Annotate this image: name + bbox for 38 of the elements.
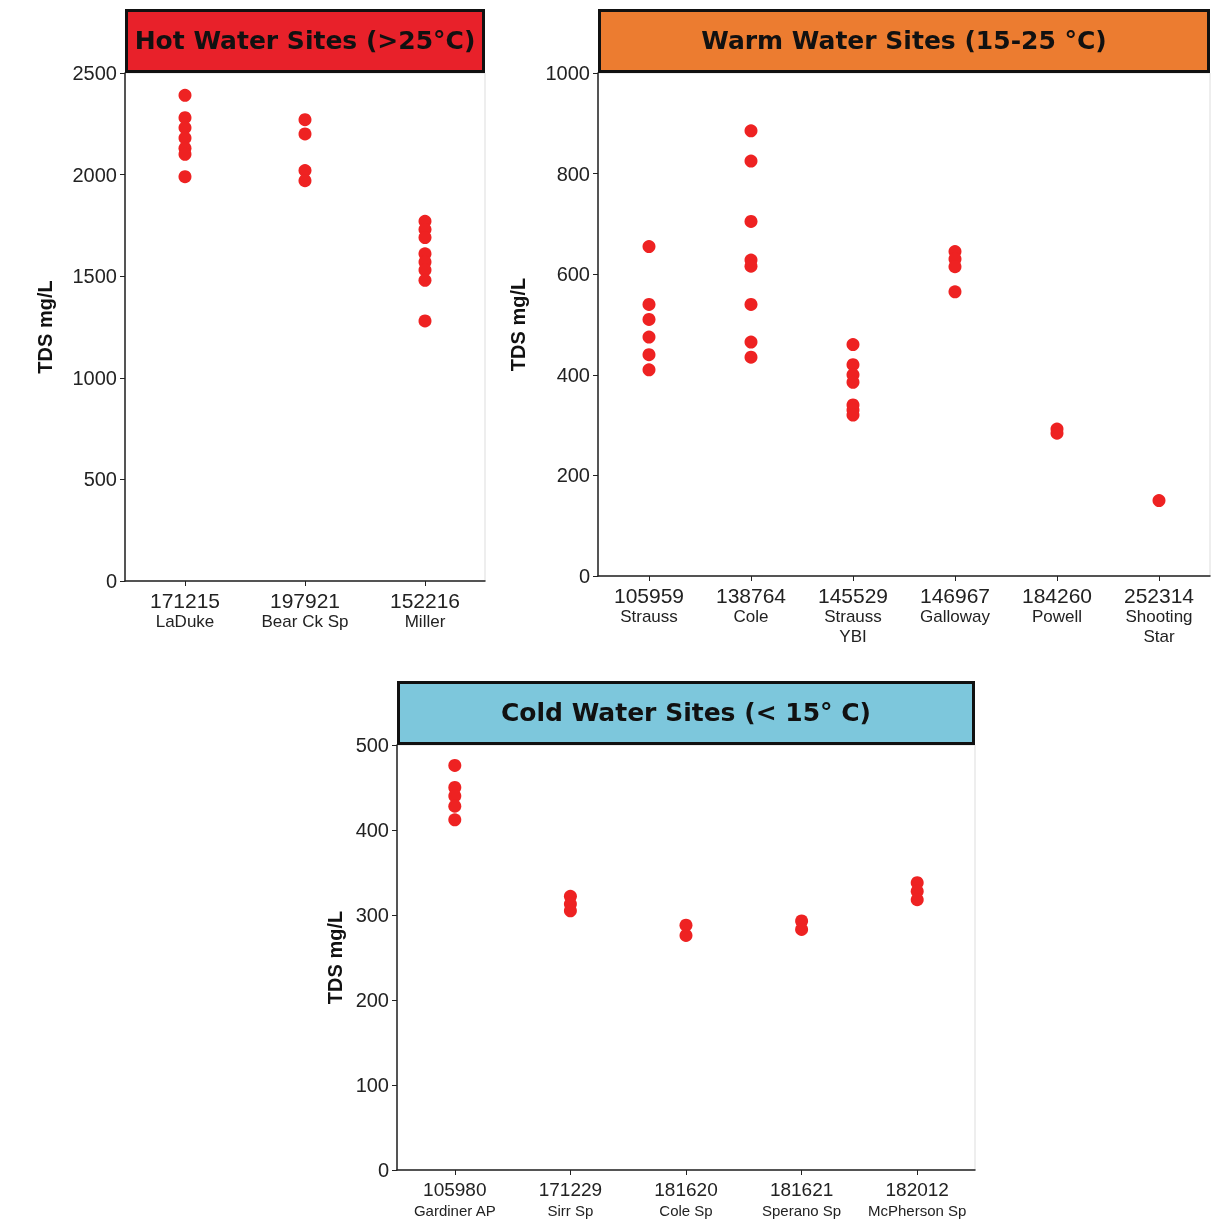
x-tick-label: 181621 Sperano Sp	[761, 1178, 842, 1219]
x-tick-label: 145529 Strauss YBI	[817, 583, 889, 646]
y-tick-label: 1000	[72, 366, 117, 389]
y-tick-label: 600	[556, 263, 590, 286]
x-tick-label: 171215 LaDuke	[149, 588, 221, 631]
y-tick-label: 800	[556, 162, 590, 185]
y-tick-label: 2000	[72, 163, 117, 186]
y-tick-label: 500	[355, 734, 389, 756]
y-tick-label: 0	[578, 565, 590, 587]
x-tick-label: 105980 Gardiner AP	[413, 1178, 496, 1219]
y-tick-label: 1500	[72, 265, 117, 288]
y-tick-label: 400	[355, 819, 389, 841]
x-tick-label: 171229 Sirr Sp	[538, 1178, 603, 1219]
x-tick-label: 181620 Cole Sp	[654, 1178, 718, 1219]
y-tick-label: 200	[355, 989, 389, 1011]
y-tick-label: 1000	[545, 62, 590, 84]
x-tick-label: 152216 Miller	[389, 588, 461, 631]
x-tick-label: 252314 Shooting Star	[1123, 583, 1195, 646]
y-tick-label: 100	[355, 1074, 389, 1096]
y-axis-title: TDS mg/L	[323, 910, 346, 1005]
chart-title: Warm Water Sites (15-25 °C)	[598, 9, 1210, 73]
y-tick-label: 2500	[72, 62, 117, 84]
y-tick-label: 0	[377, 1159, 389, 1181]
x-tick-label: 138764 Cole	[715, 583, 787, 626]
y-tick-label: 300	[355, 904, 389, 926]
y-tick-label: 200	[556, 464, 590, 487]
x-tick-label: 197921 Bear Ck Sp	[261, 588, 349, 631]
y-tick-label: 0	[105, 570, 117, 592]
chart-title: Cold Water Sites (< 15° C)	[397, 681, 975, 745]
y-tick-label: 400	[556, 363, 590, 386]
x-tick-label: 182012 McPherson Sp	[868, 1178, 967, 1219]
x-tick-label: 184260 Powell	[1021, 583, 1093, 626]
chart-title: Hot Water Sites (>25°C)	[125, 9, 485, 73]
x-tick-label: 146967 Galloway	[919, 583, 991, 626]
y-axis-title: TDS mg/L	[507, 277, 529, 372]
y-axis-title: TDS mg/L	[34, 280, 56, 374]
y-tick-label: 500	[83, 468, 117, 491]
x-tick-label: 105959 Strauss	[613, 583, 685, 626]
